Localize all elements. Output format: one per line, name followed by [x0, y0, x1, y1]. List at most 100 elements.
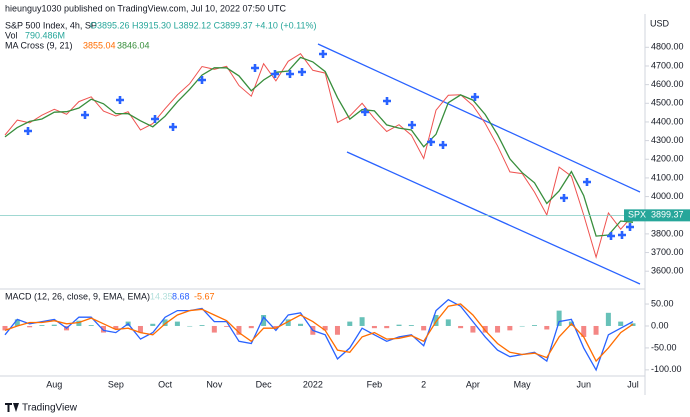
- footer-text: TradingView: [22, 403, 78, 414]
- legend-volume-value: 790.486M: [25, 30, 65, 40]
- x-tick-label: 2: [421, 379, 426, 389]
- y-tick-label: 0.00: [651, 320, 669, 330]
- last-price: 3899.37: [651, 210, 684, 220]
- histogram-bar: [2, 325, 8, 331]
- histogram-bar: [359, 317, 365, 326]
- histogram-bar: [531, 325, 537, 326]
- macd-legend-value: -5.67: [194, 291, 215, 301]
- cross-marker: [408, 121, 417, 129]
- cross-marker: [23, 127, 32, 135]
- cross-marker: [298, 68, 307, 76]
- x-tick-label: Apr: [466, 379, 480, 389]
- legend-ma-slow: 3846.04: [117, 40, 150, 50]
- histogram-bar: [421, 325, 427, 331]
- legend-title: S&P 500 Index, 4h, SP: [5, 20, 97, 30]
- histogram-bar: [544, 325, 550, 330]
- histogram-bar: [408, 325, 414, 326]
- cross-marker: [81, 111, 89, 119]
- y-tick-label: 4700.00: [651, 60, 684, 70]
- cross-marker: [607, 232, 615, 240]
- series-line: [4, 56, 634, 237]
- x-tick-label: Sep: [108, 379, 124, 389]
- cross-marker: [169, 123, 177, 131]
- cross-marker: [618, 231, 626, 239]
- trend-channel: [317, 43, 641, 285]
- legend: S&P 500 Index, 4h, SP O3895.26 H3915.30 …: [5, 20, 317, 301]
- y-tick-label: 50.00: [651, 298, 674, 308]
- histogram-bar: [298, 323, 304, 326]
- cross-marker: [427, 138, 436, 146]
- macd-legend-value: 14.35: [150, 291, 173, 301]
- y-tick-label: 4200.00: [651, 154, 684, 164]
- histogram-bar: [322, 325, 328, 331]
- histogram-bar: [581, 325, 587, 337]
- x-tick-label: Dec: [256, 379, 273, 389]
- cross-marker: [439, 141, 448, 149]
- y-tick-label: 4600.00: [651, 79, 684, 89]
- histogram-bar: [137, 325, 143, 333]
- histogram-bar: [187, 325, 193, 327]
- x-tick-label: Aug: [46, 379, 62, 389]
- y-tick-label: 4000.00: [651, 191, 684, 201]
- histogram-bar: [285, 319, 291, 326]
- histogram-bar: [433, 315, 439, 326]
- cross-marker: [286, 70, 295, 78]
- histogram-bar: [482, 325, 488, 333]
- y-tick-label: 4800.00: [651, 42, 684, 52]
- cross-marker: [250, 63, 259, 72]
- x-tick-label: May: [514, 379, 532, 389]
- y-tick-label: 4300.00: [651, 135, 684, 145]
- legend-volume: Vol: [5, 30, 18, 40]
- cross-marker: [626, 223, 634, 231]
- last-symbol: SPX: [628, 210, 646, 220]
- histogram-bar: [51, 324, 57, 326]
- histogram-bar: [261, 315, 267, 326]
- histogram-bar: [371, 325, 377, 329]
- y-tick-label: -50.00: [651, 342, 677, 352]
- histogram-bar: [224, 325, 230, 327]
- histogram-bar: [150, 323, 156, 326]
- histogram-bar: [396, 324, 402, 326]
- x-tick-label: Oct: [158, 379, 173, 389]
- histogram-bar: [27, 325, 33, 328]
- histogram-bar: [445, 319, 451, 326]
- histogram-bar: [248, 325, 254, 329]
- series-line: [4, 303, 634, 363]
- currency: USD: [650, 18, 670, 28]
- cross-marker: [319, 50, 328, 58]
- macd-legend-value: 8.68: [172, 291, 190, 301]
- cross-marker: [198, 76, 206, 84]
- x-tick-label: 2022: [303, 379, 323, 389]
- histogram-bar: [199, 325, 205, 326]
- histogram-bar: [593, 325, 599, 335]
- legend-ohlc: O3895.26 H3915.30 L3892.12 C3899.37 +4.1…: [90, 20, 317, 30]
- histogram-bar: [507, 325, 513, 331]
- histogram-bar: [39, 325, 45, 326]
- cross-marker: [116, 96, 124, 104]
- x-tick-label: Feb: [367, 379, 383, 389]
- histogram-bar: [618, 321, 624, 326]
- y-tick-label: 3600.00: [651, 266, 684, 276]
- histogram-bar: [470, 325, 476, 333]
- x-tick-label: Nov: [206, 379, 223, 389]
- logo: [5, 403, 19, 412]
- last-price-tag: [624, 209, 690, 222]
- x-tick-label: Jun: [576, 379, 591, 389]
- series-line: [4, 53, 634, 260]
- histogram-bar: [334, 325, 340, 335]
- cross-marker: [471, 93, 480, 101]
- histogram-bar: [162, 319, 168, 326]
- cross-marker: [583, 178, 591, 186]
- cross-marker: [560, 194, 568, 202]
- x-tick-label: Jul: [627, 379, 639, 389]
- histogram-bar: [101, 325, 107, 333]
- histogram-bar: [174, 321, 180, 326]
- histogram-bar: [76, 320, 82, 326]
- y-tick-label: 4500.00: [651, 98, 684, 108]
- y-tick-label: 3700.00: [651, 247, 684, 257]
- histogram-bar: [211, 325, 217, 333]
- cross-marker: [151, 115, 159, 123]
